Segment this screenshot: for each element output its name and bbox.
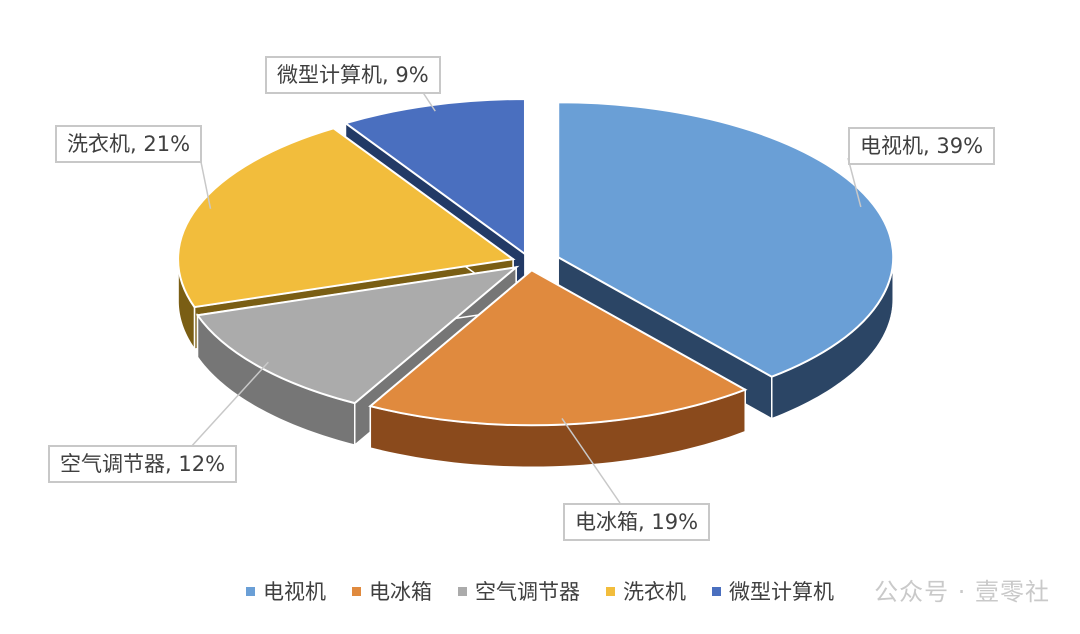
legend-item-tv: 电视机: [246, 576, 326, 606]
slice-top: [368, 269, 748, 427]
leader-line: [847, 157, 862, 208]
slice-top: [557, 101, 895, 378]
leader-line: [189, 361, 269, 449]
legend-swatch: [458, 586, 467, 596]
legend-item-air-conditioner: 空气调节器: [458, 576, 580, 606]
data-label-air-conditioner: 空气调节器, 12%: [48, 445, 238, 483]
legend-item-fridge: 电冰箱: [352, 576, 432, 606]
legend-swatch: [712, 586, 721, 596]
slice-top: [195, 265, 520, 405]
legend-label: 电冰箱: [369, 580, 432, 604]
legend-label: 电视机: [263, 580, 326, 604]
pie-slice-1: [368, 268, 748, 469]
legend-label: 微型计算机: [729, 580, 834, 604]
legend: 电视机 电冰箱 空气调节器 洗衣机 微型计算机: [0, 576, 1080, 606]
legend-item-microcomputer: 微型计算机: [712, 576, 834, 606]
data-label-tv: 电视机, 39%: [848, 127, 996, 165]
watermark: 公众号 · 壹零社: [874, 578, 1050, 606]
legend-swatch: [352, 586, 361, 596]
legend-item-washing-machine: 洗衣机: [606, 576, 686, 606]
data-label-fridge: 电冰箱, 19%: [563, 503, 711, 541]
data-label-microcomputer: 微型计算机, 9%: [265, 56, 441, 94]
slice-top: [177, 127, 516, 309]
leader-line: [561, 418, 621, 504]
legend-swatch: [246, 586, 255, 596]
legend-swatch: [606, 586, 615, 596]
data-label-washing-machine: 洗衣机, 21%: [55, 125, 203, 163]
leader-line: [199, 156, 212, 209]
legend-label: 洗衣机: [623, 580, 686, 604]
legend-label: 空气调节器: [475, 580, 580, 604]
